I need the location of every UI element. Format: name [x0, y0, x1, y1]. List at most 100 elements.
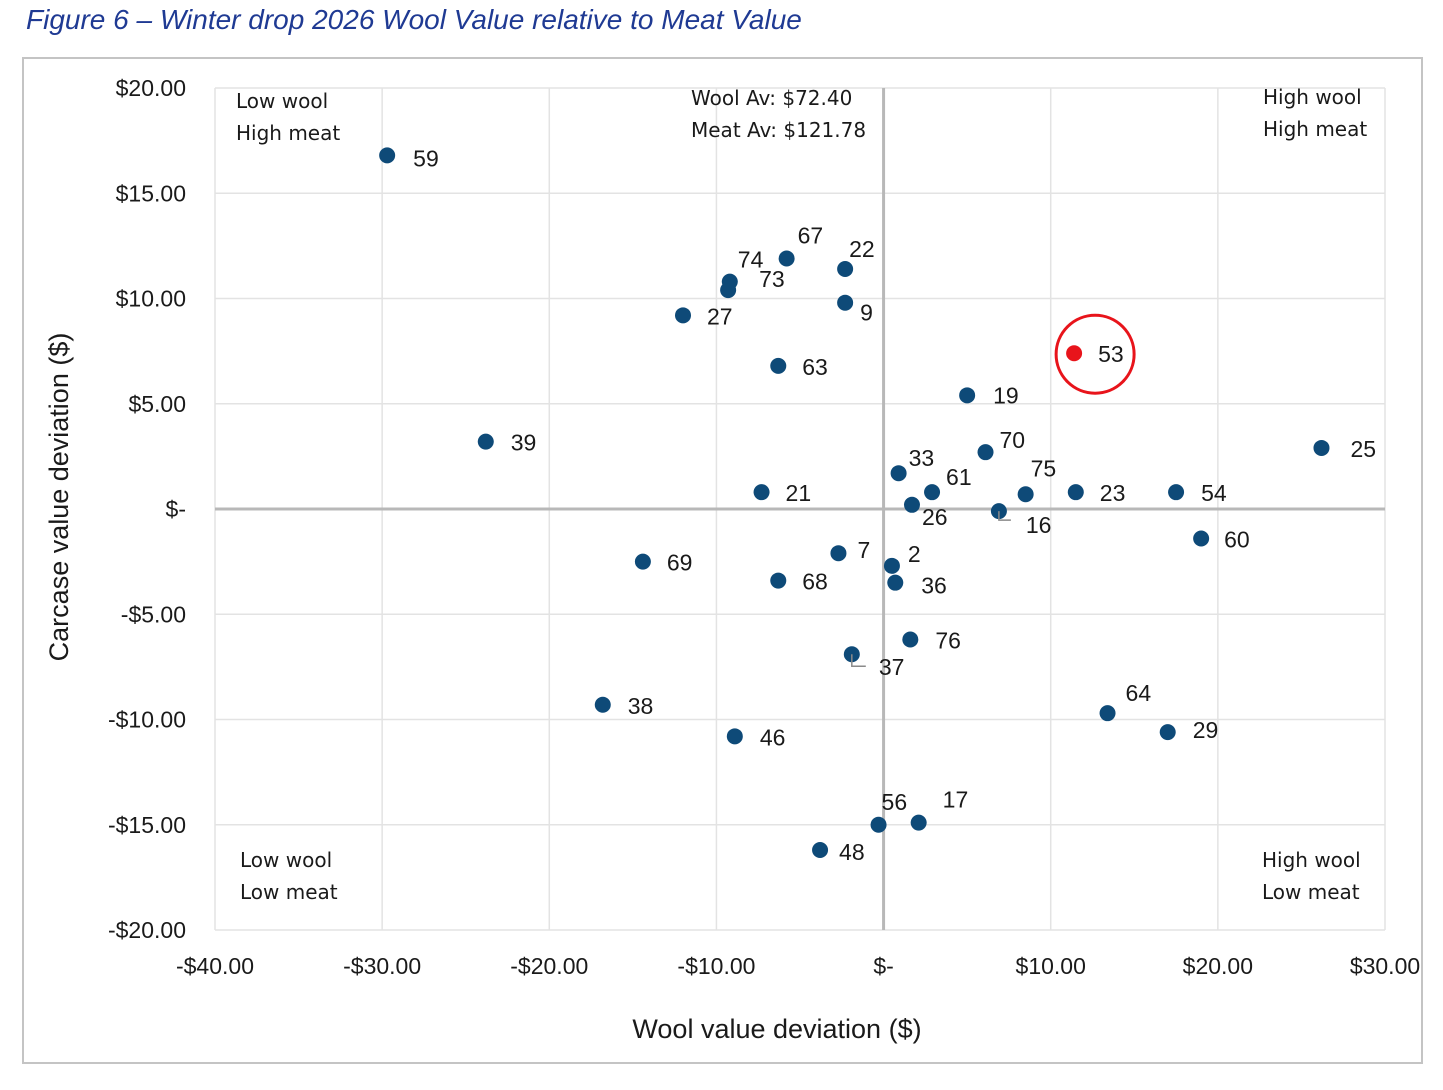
data-point-38 — [594, 696, 611, 713]
data-label-38: 38 — [628, 693, 654, 719]
quadrant-top-right-line1: High wool — [1263, 85, 1362, 109]
data-point-54 — [1168, 484, 1185, 501]
quadrant-bottom-right-line1: High wool — [1262, 848, 1361, 872]
data-label-36: 36 — [921, 573, 947, 599]
data-label-27: 27 — [707, 303, 733, 329]
data-point-60 — [1193, 530, 1210, 547]
x-tick-label: $30.00 — [1350, 953, 1420, 979]
data-point-73 — [720, 282, 737, 299]
data-label-37: 37 — [879, 654, 905, 680]
data-point-64 — [1099, 705, 1116, 722]
data-point-22 — [837, 261, 854, 278]
data-label-21: 21 — [786, 480, 812, 506]
quadrant-top-right-line2: High meat — [1263, 117, 1367, 141]
data-label-64: 64 — [1126, 680, 1152, 706]
y-tick-label: $10.00 — [116, 286, 186, 312]
y-axis-title: Carcase value deviation ($) — [44, 333, 74, 662]
data-point-27 — [675, 307, 691, 324]
data-point-7 — [830, 545, 847, 562]
data-point-39 — [477, 433, 494, 450]
y-tick-labels: -$20.00 -$15.00 -$10.00 -$5.00 $- $5.00 $10.00… — [108, 75, 186, 943]
leader-lines — [851, 511, 1011, 667]
x-axis-title: Wool value deviation ($) — [632, 1014, 921, 1044]
data-label-60: 60 — [1224, 526, 1250, 552]
y-tick-label: -$15.00 — [108, 812, 186, 838]
quadrant-bottom-left-line1: Low wool — [240, 848, 332, 872]
data-point-2 — [883, 557, 900, 574]
data-point-63 — [770, 357, 787, 374]
data-point-23 — [1067, 484, 1084, 501]
data-label-16: 16 — [1026, 512, 1052, 538]
data-label-46: 46 — [760, 724, 786, 750]
gridlines — [214, 87, 1386, 931]
x-tick-label: $- — [873, 953, 893, 979]
data-label-54: 54 — [1201, 480, 1227, 506]
x-tick-label: -$20.00 — [510, 953, 588, 979]
data-label-17: 17 — [943, 787, 969, 813]
x-tick-label: -$40.00 — [176, 953, 254, 979]
x-tick-labels: -$40.00 -$30.00 -$20.00 -$10.00 $- $10.00 $20.… — [176, 953, 1420, 979]
data-label-74: 74 — [738, 247, 764, 273]
data-label-7: 7 — [857, 537, 870, 563]
data-point-53 — [1066, 345, 1083, 362]
data-label-19: 19 — [993, 382, 1019, 408]
data-point-70 — [977, 444, 994, 461]
data-point-61 — [924, 484, 941, 501]
x-tick-label: $10.00 — [1016, 953, 1086, 979]
data-point-21 — [753, 484, 770, 501]
data-label-39: 39 — [511, 430, 537, 456]
data-label-53: 53 — [1098, 341, 1124, 367]
y-tick-label: $15.00 — [116, 180, 186, 206]
data-label-56: 56 — [882, 789, 908, 815]
data-label-70: 70 — [1000, 427, 1026, 453]
data-point-29 — [1159, 724, 1176, 741]
y-tick-label: -$20.00 — [108, 917, 186, 943]
y-tick-label: -$10.00 — [108, 707, 186, 733]
data-point-76 — [902, 631, 919, 648]
data-point-33 — [890, 465, 907, 482]
leader-line-16 — [998, 511, 1011, 521]
data-label-33: 33 — [909, 445, 935, 471]
data-label-61: 61 — [946, 464, 972, 490]
wool-average-annotation: Wool Av: $72.40 — [691, 86, 852, 110]
data-label-29: 29 — [1193, 717, 1219, 743]
data-label-76: 76 — [935, 628, 961, 654]
data-point-36 — [887, 574, 904, 591]
quadrant-top-left-line2: High meat — [236, 121, 340, 145]
data-label-2: 2 — [908, 541, 921, 567]
data-label-75: 75 — [1031, 455, 1057, 481]
figure-title: Figure 6 – Winter drop 2026 Wool Value r… — [26, 4, 802, 35]
data-point-19 — [959, 387, 976, 404]
data-point-48 — [812, 842, 829, 859]
quadrant-bottom-right-line2: Low meat — [1262, 880, 1360, 904]
y-tick-label: $5.00 — [128, 391, 186, 417]
data-label-48: 48 — [839, 839, 865, 865]
data-point-59 — [379, 147, 396, 164]
data-label-73: 73 — [759, 266, 785, 292]
data-point-46 — [726, 728, 743, 745]
quadrant-bottom-left-line2: Low meat — [240, 880, 338, 904]
data-point-68 — [770, 572, 787, 589]
data-point-69 — [634, 553, 651, 570]
meat-average-annotation: Meat Av: $121.78 — [691, 118, 866, 142]
chart-frame — [22, 57, 1423, 1064]
zero-lines — [215, 88, 1385, 930]
data-label-26: 26 — [922, 504, 948, 530]
quadrant-top-left-line1: Low wool — [236, 89, 328, 113]
data-label-22: 22 — [849, 236, 875, 262]
data-label-9: 9 — [860, 300, 873, 326]
data-label-69: 69 — [667, 550, 693, 576]
x-tick-label: $20.00 — [1183, 953, 1253, 979]
data-points — [379, 147, 1330, 859]
data-point-25 — [1313, 439, 1330, 456]
data-point-75 — [1017, 486, 1034, 503]
x-tick-label: -$30.00 — [343, 953, 421, 979]
data-label-59: 59 — [413, 145, 439, 171]
data-label-25: 25 — [1350, 436, 1376, 462]
data-point-67 — [778, 250, 795, 267]
highlight-ring — [1054, 313, 1136, 395]
y-tick-label: -$5.00 — [121, 601, 186, 627]
leader-line-37 — [851, 654, 866, 667]
